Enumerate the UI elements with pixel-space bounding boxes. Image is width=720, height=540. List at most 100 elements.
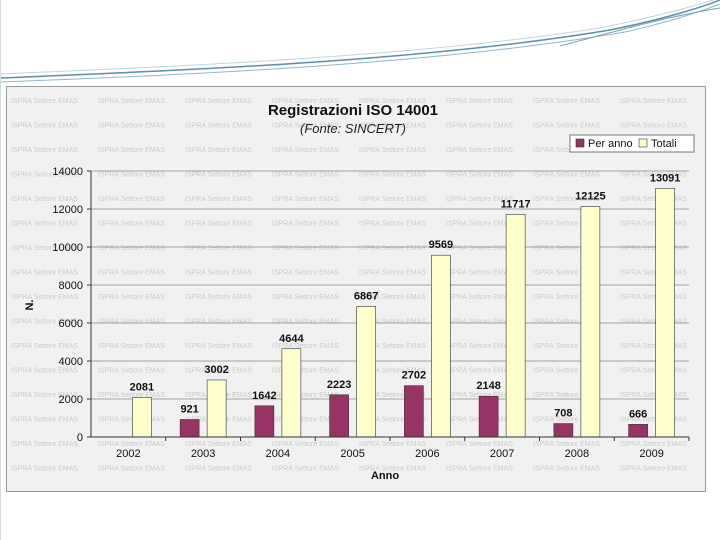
watermark-text: ISPRA Settore EMAS bbox=[185, 343, 252, 350]
watermark-text: ISPRA Settore EMAS bbox=[446, 368, 513, 375]
watermark-text: ISPRA Settore EMAS bbox=[11, 441, 78, 448]
watermark-text: ISPRA Settore EMAS bbox=[446, 343, 513, 350]
watermark-text: ISPRA Settore EMAS bbox=[11, 172, 78, 179]
watermark-text: ISPRA Settore EMAS bbox=[446, 172, 513, 179]
decorative-swoosh bbox=[0, 0, 720, 79]
watermark-text: ISPRA Settore EMAS bbox=[620, 417, 687, 424]
watermark-text: ISPRA Settore EMAS bbox=[272, 196, 339, 203]
y-tick-label: 10000 bbox=[52, 242, 83, 254]
watermark-text: ISPRA Settore EMAS bbox=[11, 196, 78, 203]
watermark-text: ISPRA Settore EMAS bbox=[620, 172, 687, 179]
watermark-text: ISPRA Settore EMAS bbox=[620, 270, 687, 277]
watermark-text: ISPRA Settore EMAS bbox=[533, 123, 600, 130]
watermark-text: ISPRA Settore EMAS bbox=[533, 343, 600, 350]
data-label-per-anno: 2148 bbox=[476, 380, 500, 392]
bar-totali bbox=[431, 254, 451, 438]
watermark-text: ISPRA Settore EMAS bbox=[620, 196, 687, 203]
watermark-text: ISPRA Settore EMAS bbox=[185, 319, 252, 326]
watermark-text: ISPRA Settore EMAS bbox=[446, 196, 513, 203]
watermark-text: ISPRA Settore EMAS bbox=[359, 466, 426, 473]
chart-title: Registrazioni ISO 14001 bbox=[268, 102, 438, 119]
watermark-text: ISPRA Settore EMAS bbox=[359, 245, 426, 252]
legend-swatch-per-anno bbox=[575, 138, 585, 148]
watermark-text: ISPRA Settore EMAS bbox=[620, 392, 687, 399]
bar-totali bbox=[281, 348, 302, 438]
data-label-totali: 13091 bbox=[650, 172, 681, 184]
watermark-text: ISPRA Settore EMAS bbox=[98, 196, 165, 203]
chart-panel: ISPRA Settore EMAS ISPRA Settore EMAS ISPR… bbox=[6, 86, 706, 492]
y-tick-label: 6000 bbox=[59, 318, 83, 330]
watermark-text: ISPRA Settore EMAS bbox=[359, 147, 426, 154]
watermark-text: ISPRA Settore EMAS bbox=[272, 441, 339, 448]
watermark-text: ISPRA Settore EMAS bbox=[11, 417, 78, 424]
watermark-text: ISPRA Settore EMAS bbox=[359, 392, 426, 399]
watermark-text: ISPRA Settore EMAS bbox=[446, 123, 513, 130]
watermark-text: ISPRA Settore EMAS bbox=[98, 221, 165, 228]
x-tick-label: 2003 bbox=[191, 448, 215, 460]
data-label-totali: 9569 bbox=[429, 239, 453, 251]
y-axis-title: N. bbox=[24, 300, 36, 311]
watermark-text: ISPRA Settore EMAS bbox=[98, 270, 165, 277]
bar-per-anno bbox=[404, 385, 424, 438]
watermark-text: ISPRA Settore EMAS bbox=[185, 221, 252, 228]
watermark-text: ISPRA Settore EMAS bbox=[185, 368, 252, 375]
decorative-swoosh bbox=[559, 7, 720, 47]
chart-subtitle: (Fonte: SINCERT) bbox=[300, 121, 406, 136]
bar-per-anno bbox=[179, 419, 200, 438]
bar-per-anno bbox=[553, 423, 574, 438]
watermark-text: ISPRA Settore EMAS bbox=[620, 441, 687, 448]
watermark-text: ISPRA Settore EMAS bbox=[446, 392, 513, 399]
watermark-text: ISPRA Settore EMAS bbox=[359, 441, 426, 448]
watermark-text: ISPRA Settore EMAS bbox=[533, 417, 600, 424]
watermark-text: ISPRA Settore EMAS bbox=[533, 319, 600, 326]
watermark-text: ISPRA Settore EMAS bbox=[272, 221, 339, 228]
watermark-text: ISPRA Settore EMAS bbox=[359, 368, 426, 375]
data-label-totali: 2081 bbox=[130, 381, 154, 393]
axes: 0 2000 4000 6000 8000 10000 12000 14000 2002 2003… bbox=[52, 166, 690, 460]
watermark-text: ISPRA Settore EMAS bbox=[359, 417, 426, 424]
watermark-text: ISPRA Settore EMAS bbox=[185, 245, 252, 252]
watermark-text: ISPRA Settore EMAS bbox=[446, 221, 513, 228]
x-axis-title: Anno bbox=[371, 470, 399, 482]
watermark-text: ISPRA Settore EMAS bbox=[272, 417, 339, 424]
watermark-text: ISPRA Settore EMAS bbox=[620, 319, 687, 326]
watermark-text: ISPRA Settore EMAS bbox=[185, 98, 252, 105]
watermark-text: ISPRA Settore EMAS bbox=[98, 294, 165, 301]
watermark-text: ISPRA Settore EMAS bbox=[11, 245, 78, 252]
watermark-text: ISPRA Settore EMAS bbox=[98, 98, 165, 105]
watermark-text: ISPRA Settore EMAS bbox=[446, 147, 513, 154]
watermark-text: ISPRA Settore EMAS bbox=[533, 221, 600, 228]
watermark-text: ISPRA Settore EMAS bbox=[620, 368, 687, 375]
watermark-text: ISPRA Settore EMAS bbox=[446, 466, 513, 473]
watermark-text: ISPRA Settore EMAS bbox=[185, 147, 252, 154]
data-label-totali: 11717 bbox=[501, 198, 531, 210]
watermark-text: ISPRA Settore EMAS bbox=[11, 270, 78, 277]
bar-totali bbox=[505, 214, 526, 438]
data-label-totali: 6867 bbox=[354, 291, 378, 303]
data-label-per-anno: 921 bbox=[180, 404, 198, 416]
watermark-text: ISPRA Settore EMAS bbox=[620, 98, 687, 105]
watermark-text: ISPRA Settore EMAS bbox=[185, 196, 252, 203]
watermark-text: ISPRA Settore EMAS bbox=[11, 319, 78, 326]
x-tick-label: 2009 bbox=[639, 448, 663, 460]
watermark-text: ISPRA Settore EMAS bbox=[620, 466, 687, 473]
watermark-text: ISPRA Settore EMAS bbox=[446, 294, 513, 301]
watermark-text: ISPRA Settore EMAS bbox=[185, 172, 252, 179]
decorative-swoosh bbox=[0, 3, 720, 83]
bar-totali bbox=[206, 379, 227, 438]
watermark-text: ISPRA Settore EMAS bbox=[272, 270, 339, 277]
data-label-per-anno: 708 bbox=[554, 408, 572, 420]
watermark-text: ISPRA Settore EMAS bbox=[11, 147, 78, 154]
watermark-text: ISPRA Settore EMAS bbox=[446, 441, 513, 448]
watermark-text: ISPRA Settore EMAS bbox=[359, 123, 426, 130]
legend: Per anno Totali bbox=[569, 134, 695, 153]
bar-per-anno bbox=[329, 394, 349, 438]
watermark-text: ISPRA Settore EMAS bbox=[272, 245, 339, 252]
watermark-text: ISPRA Settore EMAS bbox=[533, 245, 600, 252]
bar-totali bbox=[580, 206, 601, 438]
watermark-text: ISPRA Settore EMAS bbox=[98, 147, 165, 154]
watermark-text: ISPRA Settore EMAS bbox=[533, 466, 600, 473]
watermark-text: ISPRA Settore EMAS bbox=[11, 343, 78, 350]
watermark-text: ISPRA Settore EMAS bbox=[98, 245, 165, 252]
watermark-text: ISPRA Settore EMAS bbox=[98, 368, 165, 375]
